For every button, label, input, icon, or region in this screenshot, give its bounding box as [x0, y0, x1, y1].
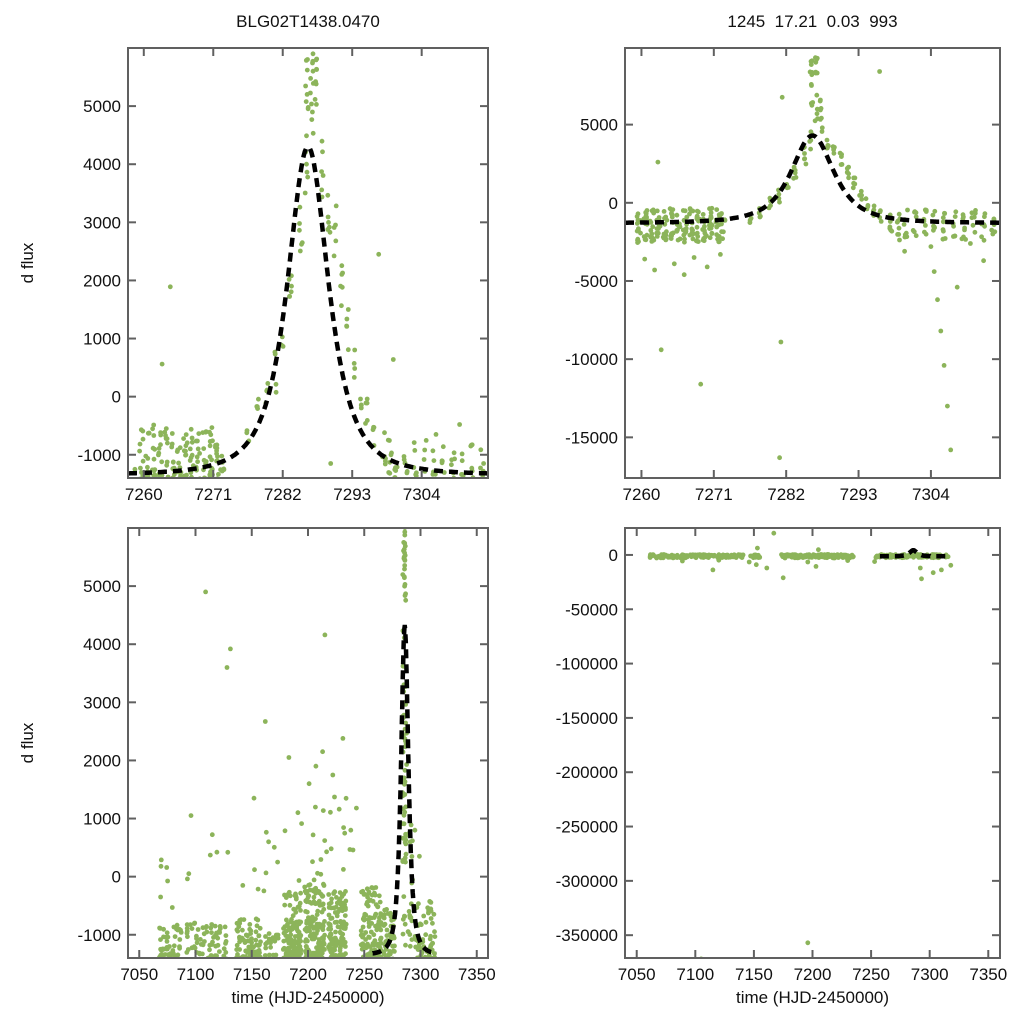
- svg-text:7200: 7200: [794, 965, 832, 984]
- model-fit-curve-bottom-right: [879, 548, 947, 559]
- panel-top-right-data-layer: [625, 55, 1000, 461]
- svg-text:0: 0: [112, 868, 121, 887]
- svg-text:7282: 7282: [767, 485, 805, 504]
- svg-text:-150000: -150000: [556, 709, 618, 728]
- svg-text:7260: 7260: [623, 485, 661, 504]
- panel-bottom-right-data-layer: [647, 530, 954, 958]
- svg-text:3000: 3000: [83, 213, 121, 232]
- svg-text:0: 0: [112, 388, 121, 407]
- tick-labels-bottom-right: 7050 7100 7150 7200 7250 7300 7350 -350000 -3000…: [556, 546, 1008, 984]
- svg-text:-1000: -1000: [78, 926, 121, 945]
- panel-bottom-left-data-layer: [157, 528, 438, 958]
- svg-text:-10000: -10000: [565, 350, 618, 369]
- svg-text:1000: 1000: [83, 810, 121, 829]
- y-axis-label-bottom: d flux: [18, 722, 37, 764]
- tick-labels-bottom-left: 7050 7100 7150 7200 7250 7300 7350 -1000 0 1000 20…: [78, 577, 496, 984]
- svg-text:2000: 2000: [83, 751, 121, 770]
- svg-text:5000: 5000: [580, 116, 618, 135]
- x-axis-label-bottom-right: time (HJD-2450000): [735, 988, 890, 1007]
- svg-text:-50000: -50000: [565, 600, 618, 619]
- svg-text:4000: 4000: [83, 155, 121, 174]
- scatter-points-top-left: [132, 48, 486, 478]
- svg-text:-1000: -1000: [78, 446, 121, 465]
- model-fit-curve-bottom-left: [371, 624, 438, 956]
- svg-text:0: 0: [609, 194, 618, 213]
- plot-frame-top-left: [127, 47, 489, 479]
- ticks-top-right: [625, 48, 1000, 478]
- svg-text:7300: 7300: [402, 965, 440, 984]
- scatter-points-top-right: [634, 55, 998, 461]
- svg-text:1000: 1000: [83, 330, 121, 349]
- scatter-points-bottom-right: [647, 530, 954, 958]
- svg-text:7304: 7304: [403, 485, 441, 504]
- model-fit-curve-top-right: [625, 133, 1000, 225]
- svg-text:7200: 7200: [289, 965, 327, 984]
- svg-text:7150: 7150: [735, 965, 773, 984]
- svg-text:7260: 7260: [125, 485, 163, 504]
- panel-top-left-data-layer: [128, 48, 488, 478]
- svg-text:-200000: -200000: [556, 763, 618, 782]
- svg-text:7271: 7271: [194, 485, 232, 504]
- svg-text:7293: 7293: [333, 485, 371, 504]
- svg-text:-100000: -100000: [556, 655, 618, 674]
- panel-title-top-right: 1245 17.21 0.03 993: [727, 12, 898, 31]
- svg-text:3000: 3000: [83, 693, 121, 712]
- svg-text:7100: 7100: [676, 965, 714, 984]
- svg-text:7250: 7250: [852, 965, 890, 984]
- ticks-top-left: [128, 48, 488, 478]
- y-axis-label-top: d flux: [18, 242, 37, 284]
- svg-text:7293: 7293: [840, 485, 878, 504]
- x-axis-label-bottom-left: time (HJD-2450000): [231, 988, 385, 1007]
- tick-labels-top-left: 7260 7271 7282 7293 7304 -1000 0 1000 2000 3000 40…: [78, 97, 441, 504]
- ticks-bottom-left: [128, 528, 488, 958]
- svg-text:0: 0: [609, 546, 618, 565]
- svg-text:7300: 7300: [911, 965, 949, 984]
- svg-text:7050: 7050: [120, 965, 158, 984]
- svg-text:-5000: -5000: [575, 272, 618, 291]
- tick-labels-top-right: 7260 7271 7282 7293 7304 -15000 -10000 -5000 0 50…: [565, 116, 950, 504]
- model-fit-curve-top-left: [128, 144, 488, 476]
- svg-text:7250: 7250: [345, 965, 383, 984]
- plot-frame-bottom-right: [624, 527, 1001, 959]
- svg-text:4000: 4000: [83, 635, 121, 654]
- svg-text:7350: 7350: [969, 965, 1007, 984]
- svg-text:5000: 5000: [83, 577, 121, 596]
- svg-text:7304: 7304: [912, 485, 950, 504]
- svg-text:7271: 7271: [695, 485, 733, 504]
- svg-text:7050: 7050: [618, 965, 656, 984]
- svg-text:-250000: -250000: [556, 818, 618, 837]
- ticks-bottom-right: [625, 528, 1000, 958]
- svg-text:-15000: -15000: [565, 428, 618, 447]
- svg-text:-300000: -300000: [556, 872, 618, 891]
- panel-title-top-left: BLG02T1438.0470: [236, 12, 380, 31]
- svg-text:7100: 7100: [177, 965, 215, 984]
- svg-text:7150: 7150: [233, 965, 271, 984]
- svg-text:5000: 5000: [83, 97, 121, 116]
- svg-text:-350000: -350000: [556, 926, 618, 945]
- svg-text:7350: 7350: [458, 965, 496, 984]
- svg-text:2000: 2000: [83, 271, 121, 290]
- plot-frame-top-right: [624, 47, 1001, 479]
- svg-text:7282: 7282: [264, 485, 302, 504]
